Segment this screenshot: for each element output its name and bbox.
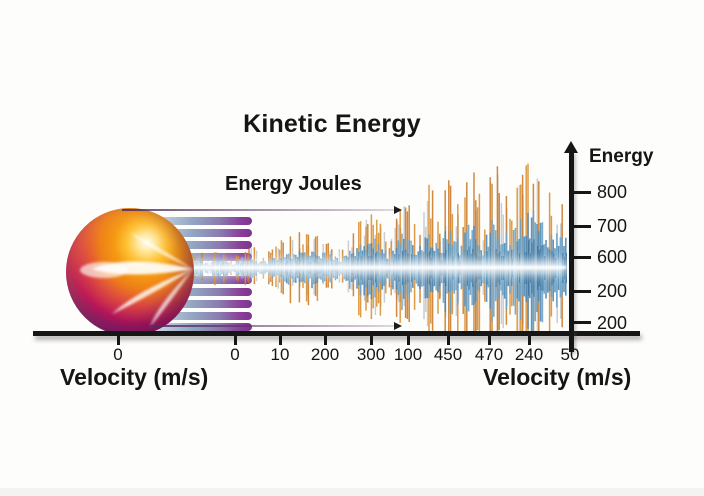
motion-bar [136,300,252,308]
waveform [185,163,567,331]
motion-bar [136,323,252,331]
bottom-shadow [0,488,704,496]
x-tick-label: 50 [560,345,580,364]
motion-bar [136,229,252,237]
y-tick [574,321,591,324]
y-tick-label: 700 [597,216,628,236]
x-tick [117,332,120,345]
x-tick [234,332,237,345]
ball-streaks [80,232,193,327]
x-axis-line [33,331,640,336]
y-tick-label: 800 [597,182,628,202]
y-tick [574,256,591,259]
waveform-center-line [186,266,566,269]
motion-bar [136,288,252,296]
motion-bar [136,276,252,284]
x-tick-label: 300 [356,345,386,364]
x-axis-label-left: Velocity (m/s) [60,364,209,390]
x-tick-label: 470 [474,345,504,364]
arrowhead-icon [394,206,402,214]
x-tick-label: 240 [514,345,544,364]
x-tick-label: 450 [433,345,463,364]
x-tick [407,332,410,345]
x-tick-label: 0 [113,345,123,364]
x-tick-label: 200 [310,345,340,364]
x-tick [279,332,282,345]
y-axis-arrow-icon [564,141,578,153]
x-tick-label: 0 [230,345,240,364]
x-tick [370,332,373,345]
y-tick-label: 200 [597,281,628,301]
y-tick-label: 600 [597,247,628,267]
y-tick [574,290,591,293]
y-axis-label: Energy [589,146,654,167]
motion-bar [136,312,252,320]
annotation-arrow-bottom [150,325,394,327]
x-tick-label: 10 [270,345,290,364]
y-axis-line [569,152,574,352]
motion-bar [136,241,252,249]
y-tick-label: 200 [597,313,628,333]
kinetic-ball [66,208,194,336]
energy-joules-label: Energy Joules [225,173,362,195]
x-tick [528,332,531,345]
chart-title: Kinetic Energy [243,110,421,138]
x-tick [447,332,450,345]
motion-bar [136,217,252,225]
arrowhead-icon [394,322,402,330]
y-tick [574,225,591,228]
x-axis-label-right: Velocity (m/s) [483,364,632,390]
motion-bar [136,253,252,261]
y-tick [574,191,591,194]
x-tick [324,332,327,345]
x-tick [488,332,491,345]
annotation-arrow-top [122,209,394,211]
x-tick-label: 100 [393,345,423,364]
